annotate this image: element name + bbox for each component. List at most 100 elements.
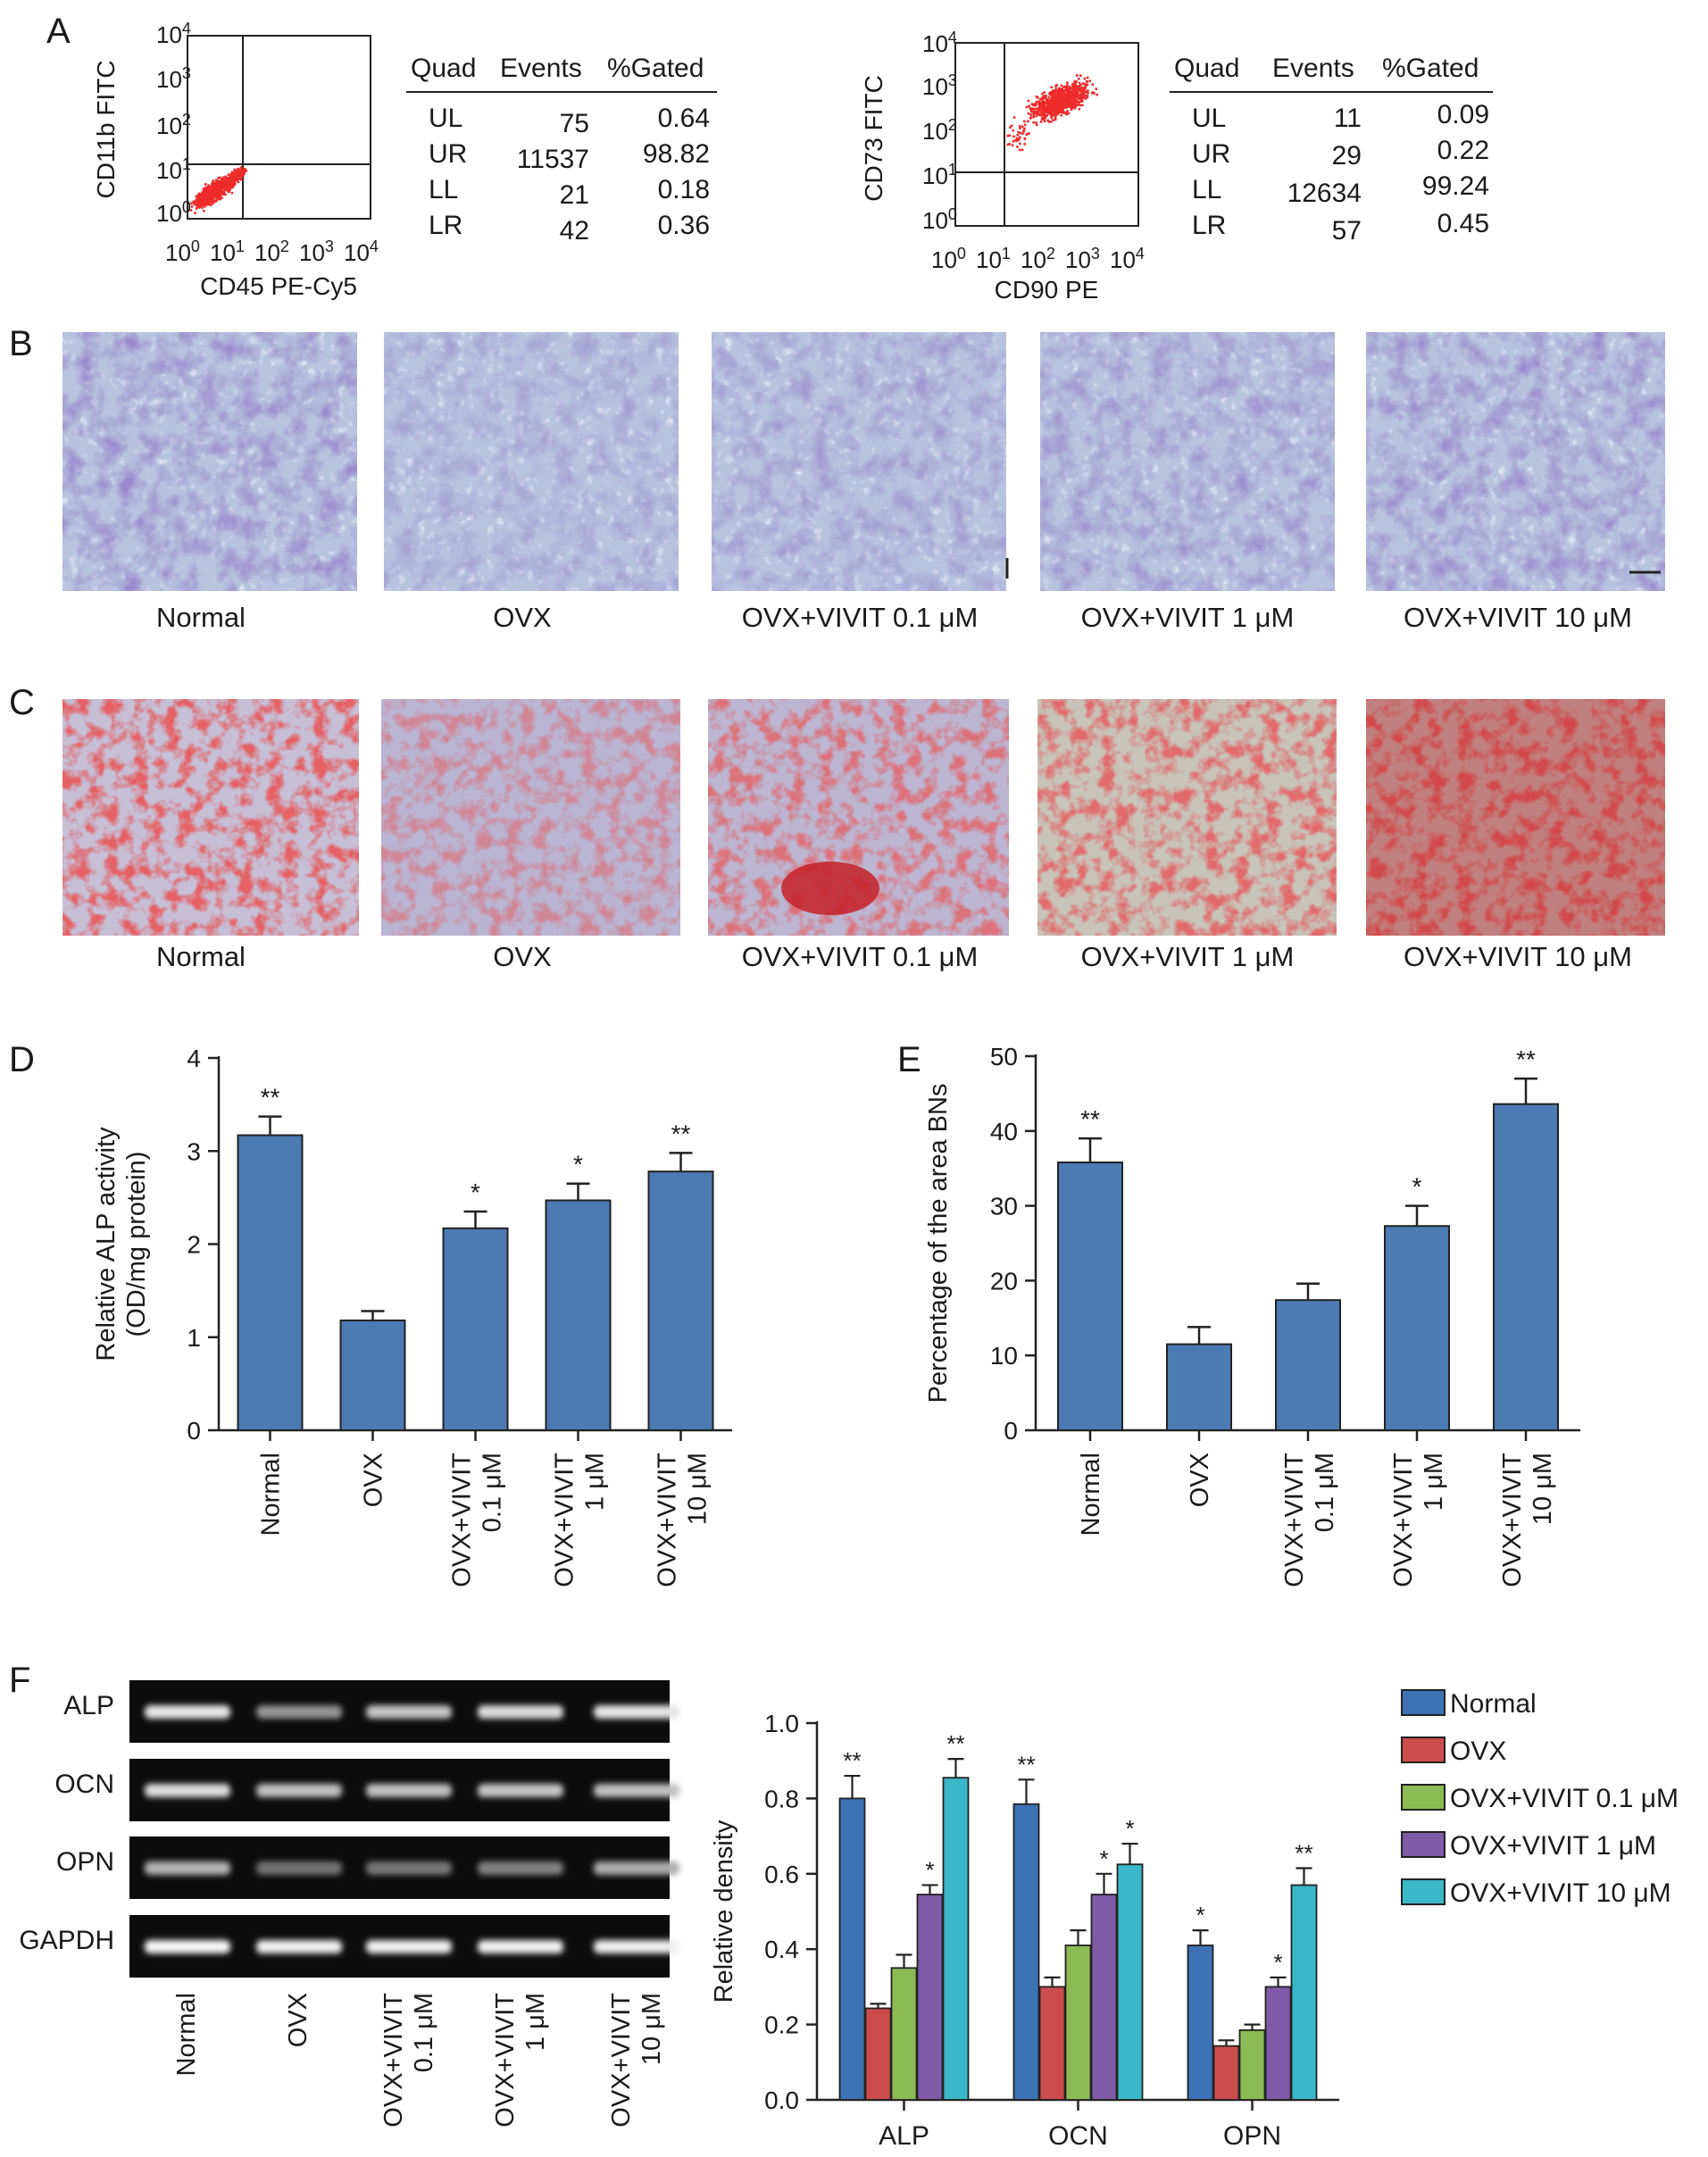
flow-dot (1064, 87, 1068, 91)
flow-dot (214, 186, 217, 189)
significance-mark: ** (843, 1747, 861, 1774)
flow-dot (212, 180, 215, 183)
flow-dot (1045, 98, 1048, 102)
table-2-row-events: 11 (1334, 104, 1362, 133)
significance-mark: ** (946, 1730, 964, 1757)
svg-text:100: 100 (931, 245, 966, 273)
panel-letter-b: B (9, 324, 33, 363)
bar (942, 1777, 970, 2101)
flow-dot (1075, 101, 1078, 104)
panel-letter-e: E (897, 1040, 921, 1079)
table-2-row-gated: 0.09 (1437, 100, 1489, 129)
flow-dot (221, 187, 223, 190)
flow-dot (1034, 107, 1037, 111)
flow-dot (200, 206, 204, 209)
flow-dot (1062, 101, 1065, 104)
significance-mark: * (925, 1856, 934, 1883)
y-tick-label: 4 (187, 1045, 201, 1072)
flow-dot (1093, 92, 1096, 95)
flow-dot (1064, 96, 1067, 98)
flow-dot (1040, 113, 1043, 117)
flow-dot (1066, 90, 1069, 93)
gel-band (145, 1940, 230, 1953)
svg-text:101: 101 (210, 237, 245, 266)
flow-dot (1048, 110, 1051, 112)
flow-dot (1022, 130, 1025, 133)
flow-dot (216, 187, 219, 191)
flow-dot (1069, 95, 1072, 97)
table-2-row-quad: UL (1192, 104, 1226, 133)
flow-dot (1053, 110, 1056, 112)
flow-dot (214, 183, 217, 187)
flow-dot (1057, 95, 1061, 98)
legend-swatch (1401, 1784, 1446, 1811)
flow-dot (1056, 107, 1059, 111)
flow-dot (1052, 107, 1055, 111)
flow-dot (1010, 124, 1013, 128)
gel-band (145, 1784, 230, 1797)
flow-dot (230, 186, 234, 189)
flow-dot (196, 201, 198, 204)
flow-plot-2-xticks: 100 101 102 103 104 (931, 245, 1145, 273)
bar (1038, 1986, 1066, 2101)
flow-dot (212, 201, 215, 204)
bar (838, 1797, 866, 2101)
flow-dot (209, 187, 212, 190)
flow-dot (1053, 103, 1055, 105)
flow-dot (1074, 92, 1078, 96)
flow-dot (1046, 104, 1049, 106)
flow-dot (1017, 138, 1020, 142)
bar (1384, 1225, 1450, 1431)
flow-dot (239, 171, 242, 173)
flow-dot (1073, 103, 1077, 106)
chart-e: 0 10 20 30 40 50 ** Normal OVX OVX+VIVIT0.1 μM * OV… (924, 1043, 1580, 1587)
flow-dot (1069, 105, 1072, 108)
flow-dot (1044, 110, 1046, 113)
flow-dot (1028, 132, 1030, 135)
bar (339, 1319, 406, 1431)
gel-band (594, 1861, 679, 1875)
flow-dot (203, 204, 205, 206)
gel-strips (129, 1680, 679, 1978)
flow-dot (1059, 94, 1062, 96)
flow-dot (235, 173, 237, 176)
legend-swatch (1401, 1878, 1446, 1905)
table-2-row-events: 29 (1332, 141, 1362, 171)
significance-mark: ** (1516, 1045, 1536, 1073)
flow-plot-1-yticks: 100 101 102 103 104 (156, 20, 191, 227)
bar (442, 1227, 509, 1431)
flow-dot (1044, 96, 1047, 99)
flow-dot (212, 194, 215, 197)
flow-dot (199, 202, 203, 204)
flow-dot (1068, 96, 1071, 99)
flow-dot (1067, 90, 1071, 93)
significance-mark: ** (1295, 1839, 1312, 1866)
flow-dot (1038, 101, 1042, 104)
flow-dot (220, 182, 223, 185)
table-1-row-events: 11537 (517, 145, 589, 174)
gel-band (594, 1784, 679, 1797)
flow-dot (1051, 104, 1054, 108)
flow-dot (230, 176, 234, 179)
flow-dot (204, 193, 208, 196)
flow-dot (1072, 82, 1076, 85)
table-2-header-gated: %Gated (1382, 54, 1479, 83)
flow-dot (1064, 99, 1068, 102)
flow-dot (1050, 115, 1053, 118)
flow-dot (1062, 86, 1065, 88)
flow-dot (1081, 99, 1084, 103)
flow-dot (232, 172, 236, 175)
bar (647, 1170, 714, 1432)
flow-dot (203, 205, 206, 208)
table-1-row-events: 42 (560, 216, 589, 246)
flow-dot (222, 193, 225, 196)
table-1-row-quad: UR (429, 139, 467, 169)
category-label: OVX+VIVIT10 μM (654, 1453, 712, 1587)
flow-dot (1056, 101, 1059, 104)
bar (916, 1894, 944, 2101)
significance-mark: * (1273, 1949, 1282, 1976)
table-2-row-gated: 99.24 (1422, 171, 1489, 201)
flow-dot (228, 178, 231, 180)
flow-dot (1068, 104, 1071, 108)
flow-dot (213, 194, 217, 197)
